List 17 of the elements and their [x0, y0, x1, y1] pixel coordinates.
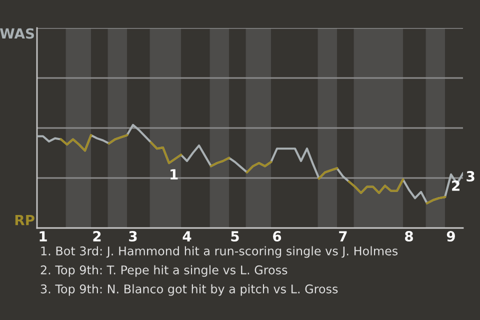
text: 3 — [466, 171, 474, 182]
text: 2. Top 9th: T. Pepe hit a single vs L. Gross — [40, 265, 288, 277]
x-tick-label: 6 — [273, 231, 282, 242]
x-tick-label: 7 — [339, 231, 347, 242]
x-tick-label: 9 — [446, 231, 455, 242]
text: 1. Bot 3rd: J. Hammond hit a run-scoring single vs J. Holmes — [41, 246, 398, 258]
text: RP — [15, 214, 34, 226]
annotation: 2 — [452, 180, 460, 191]
x-tick-label: 4 — [182, 231, 192, 242]
x-tick-label: 1 — [40, 231, 47, 242]
text: WAS — [0, 28, 34, 39]
annotation: 1 — [170, 169, 178, 180]
x-tick-label: 8 — [405, 231, 413, 242]
x-tick-label: 3 — [129, 231, 137, 242]
text: 3. Top 9th: N. Blanco got hit by a pitch vs L. Gross — [40, 284, 338, 296]
x-tick-label: 2 — [93, 231, 101, 242]
x-tick-label: 5 — [231, 231, 239, 242]
